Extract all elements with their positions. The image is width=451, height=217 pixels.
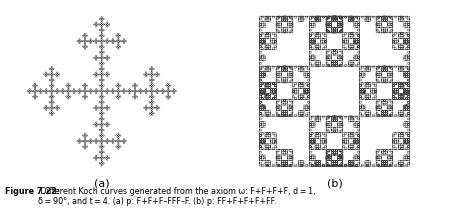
Text: (a): (a): [94, 179, 109, 189]
Text: Figure 7.22:: Figure 7.22:: [5, 187, 60, 196]
Text: Different Koch curves generated from the axiom ω: F+F+F+F, d = 1,
δ = 90°, and t: Different Koch curves generated from the…: [38, 187, 315, 206]
Text: (b): (b): [326, 179, 341, 189]
